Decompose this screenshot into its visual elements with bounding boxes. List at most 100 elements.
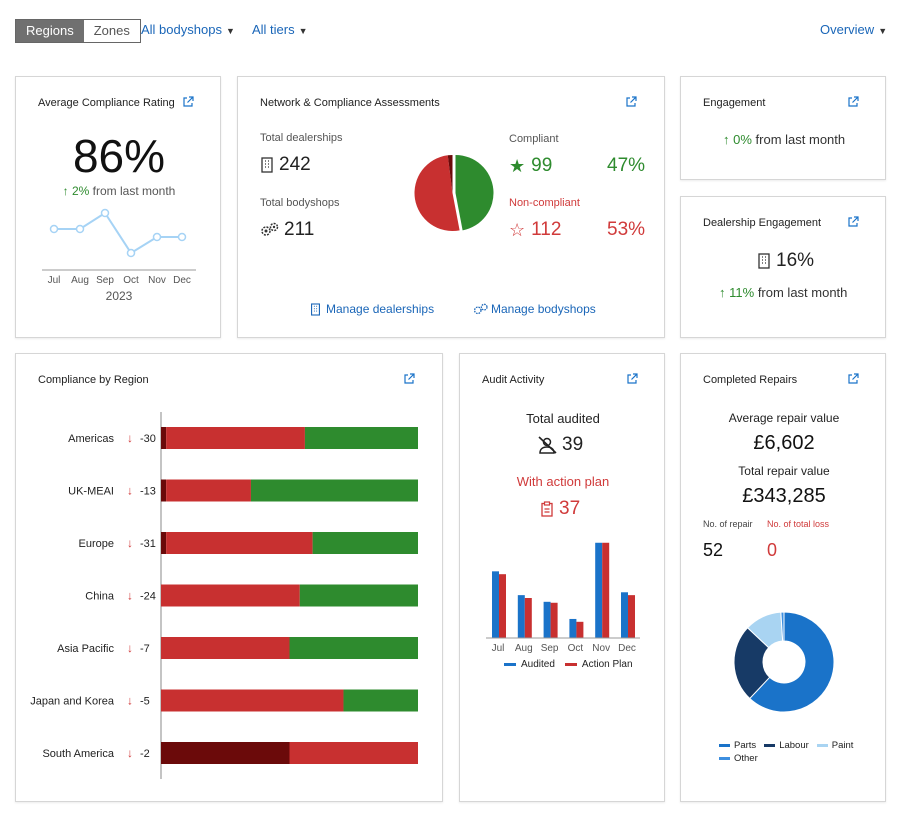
region-bar-red: [161, 584, 300, 607]
region-delta: -13: [140, 486, 156, 498]
audit-bar-action-plan: [628, 595, 635, 638]
region-name: Asia Pacific: [57, 643, 114, 655]
region-bar-red: [166, 427, 305, 449]
external-link-icon[interactable]: [626, 373, 638, 385]
region-delta: -30: [140, 433, 156, 445]
dealerships-value: 242: [279, 154, 311, 175]
external-link-icon[interactable]: [847, 96, 859, 108]
region-bar-green: [289, 637, 418, 659]
total-loss-label: No. of total loss: [767, 519, 830, 529]
dealerships-stat: 242: [260, 154, 311, 176]
manage-dealerships-link[interactable]: Manage dealerships: [310, 302, 434, 316]
audit-bar-audited: [517, 595, 525, 638]
card-title: Audit Activity: [482, 374, 545, 386]
region-bar-dark: [161, 479, 167, 502]
audit-bar-action-plan: [602, 542, 610, 638]
region-name: Europe: [79, 538, 114, 550]
audit-bar-action-plan: [524, 598, 532, 638]
audit-bar-audited: [595, 542, 603, 638]
pie-slice-noncompliant: [414, 155, 460, 232]
audit-bar-audited: [543, 601, 551, 638]
tiers-filter[interactable]: All tiers ▼: [252, 22, 308, 37]
compliant-stat: ★ 99: [509, 155, 552, 177]
arrow-down-icon: ↓: [127, 746, 133, 760]
arrow-down-icon: ↓: [127, 536, 133, 550]
change-suffix: from last month: [757, 285, 848, 300]
bodyshops-value: 211: [284, 219, 315, 240]
legend-parts: Parts: [734, 740, 757, 751]
arrow-down-icon: ↓: [127, 484, 133, 498]
compliance-pie: [414, 155, 494, 232]
month-label: Oct: [568, 643, 584, 654]
building-icon: [758, 253, 770, 269]
arrow-down-icon: ↓: [127, 589, 133, 603]
audit-bar-action-plan: [550, 602, 558, 638]
month-label: Oct: [123, 275, 139, 286]
audit-bar-audited: [569, 618, 577, 638]
region-name: UK-MEAI: [68, 486, 114, 498]
clipboard-icon: [541, 501, 553, 517]
region-delta: -2: [140, 748, 150, 760]
region-bar-green: [304, 427, 418, 449]
no-repair-label: No. of repair: [703, 519, 753, 529]
regions-toggle[interactable]: Regions: [16, 20, 84, 42]
region-bar-red: [166, 479, 251, 502]
external-link-icon[interactable]: [847, 216, 859, 228]
gears-icon: [261, 222, 279, 236]
noncompliant-value: 112: [531, 219, 562, 240]
manage-bodyshops-link[interactable]: Manage bodyshops: [473, 302, 596, 316]
change-suffix: from last month: [755, 132, 846, 147]
arrow-up-icon: ↑: [719, 285, 726, 300]
bodyshops-stat: 211: [260, 219, 314, 241]
pie-slice-compliant: [455, 155, 494, 231]
arrow-down-icon: ↓: [127, 431, 133, 445]
external-link-icon[interactable]: [625, 96, 637, 108]
legend-labour: Labour: [779, 740, 809, 751]
compliance-change: ↑ 2% from last month: [16, 184, 222, 198]
bodyshops-label: Total bodyshops: [260, 197, 340, 209]
region-name: Japan and Korea: [30, 696, 115, 708]
legend-audited: Audited: [521, 659, 555, 670]
noncompliant-label: Non-compliant: [509, 197, 580, 209]
no-repair-value: 52: [703, 540, 724, 560]
card-title: Dealership Engagement: [703, 217, 822, 229]
legend-swatch-audited: [504, 663, 516, 666]
audit-total-stat: 39: [538, 434, 583, 456]
card-title: Engagement: [703, 97, 766, 109]
trend-point-aug: [75, 224, 85, 234]
star-outline-icon: ☆: [509, 219, 526, 240]
legend-item-paint: Paint: [816, 740, 854, 751]
region-bar-red: [166, 532, 313, 554]
change-suffix: from last month: [92, 184, 176, 198]
audit-legend: Audited Action Plan: [504, 659, 633, 670]
region-delta: -31: [140, 538, 156, 550]
view-select[interactable]: Overview ▼: [820, 22, 887, 37]
legend-item-parts: Parts: [719, 740, 756, 751]
donut-slice-other: [780, 611, 785, 642]
manage-dealerships-label: Manage dealerships: [326, 302, 435, 316]
legend-paint: Paint: [831, 740, 854, 751]
region-delta: -24: [140, 591, 156, 603]
compliance-trend-chart: Jul Aug Sep Oct Nov Dec: [42, 208, 196, 286]
bodyshops-filter[interactable]: All bodyshops ▼: [141, 22, 235, 37]
repairs-card: Completed Repairs Average repair value £…: [680, 353, 886, 802]
total-loss-value: 0: [767, 540, 778, 560]
month-label: Sep: [96, 275, 114, 286]
gears-icon: [473, 303, 488, 314]
audit-card: Audit Activity Total audited 39 With act…: [459, 353, 665, 802]
total-repair-label: Total repair value: [738, 464, 830, 478]
zones-toggle[interactable]: Zones: [83, 20, 140, 42]
building-icon: [261, 157, 273, 173]
total-repair-value: £343,285: [742, 485, 826, 507]
external-link-icon[interactable]: [847, 373, 859, 385]
audit-bar-action-plan: [499, 574, 506, 638]
card-title: Compliance by Region: [38, 374, 149, 386]
chevron-down-icon: ▼: [878, 26, 888, 36]
engagement-card: Engagement ↑ 0% from last month: [680, 76, 886, 180]
avg-compliance-card: Average Compliance Rating 86% ↑ 2% from …: [15, 76, 221, 338]
avg-repair-value: £6,602: [753, 432, 815, 454]
region-bar-dark: [161, 742, 290, 764]
external-link-icon[interactable]: [403, 373, 415, 385]
external-link-icon[interactable]: [182, 96, 194, 108]
arrow-up-icon: ↑: [62, 184, 69, 198]
